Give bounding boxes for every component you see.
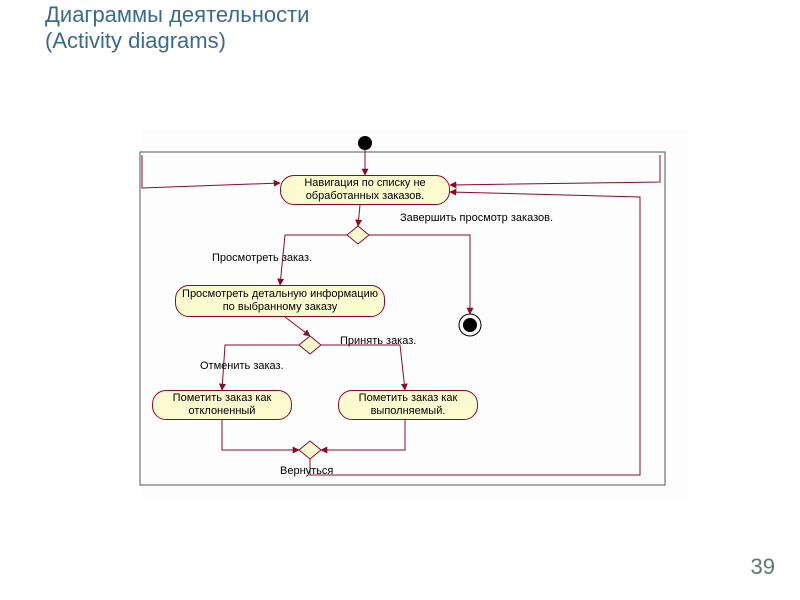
activity-navigate: Навигация по списку не обработанных зака… <box>280 175 450 205</box>
initial-node <box>358 136 372 150</box>
title-en: (Activity diagrams) <box>45 28 226 53</box>
label-view-order: Просмотреть заказ. <box>212 252 312 264</box>
decision-2 <box>299 336 321 354</box>
slide-title: Диаграммы деятельности (Activity diagram… <box>45 2 309 55</box>
merge <box>299 441 321 459</box>
activity-view-details: Просмотреть детальную информацию по выбр… <box>175 285 385 317</box>
final-node <box>463 318 477 332</box>
activity-mark-rejected: Пометить заказ как отклоненный <box>152 390 292 420</box>
activity-diagram: Навигация по списку не обработанных зака… <box>140 130 690 500</box>
label-accept-order: Принять заказ. <box>340 335 416 347</box>
label-return: Вернуться <box>280 465 333 477</box>
decision-1 <box>347 226 369 244</box>
label-finish-viewing: Завершить просмотр заказов. <box>400 212 553 224</box>
title-ru: Диаграммы деятельности <box>45 2 309 27</box>
label-cancel-order: Отменить заказ. <box>200 360 284 372</box>
page-number: 39 <box>751 554 775 580</box>
activity-mark-accepted: Пометить заказ как выполняемый. <box>338 390 478 420</box>
